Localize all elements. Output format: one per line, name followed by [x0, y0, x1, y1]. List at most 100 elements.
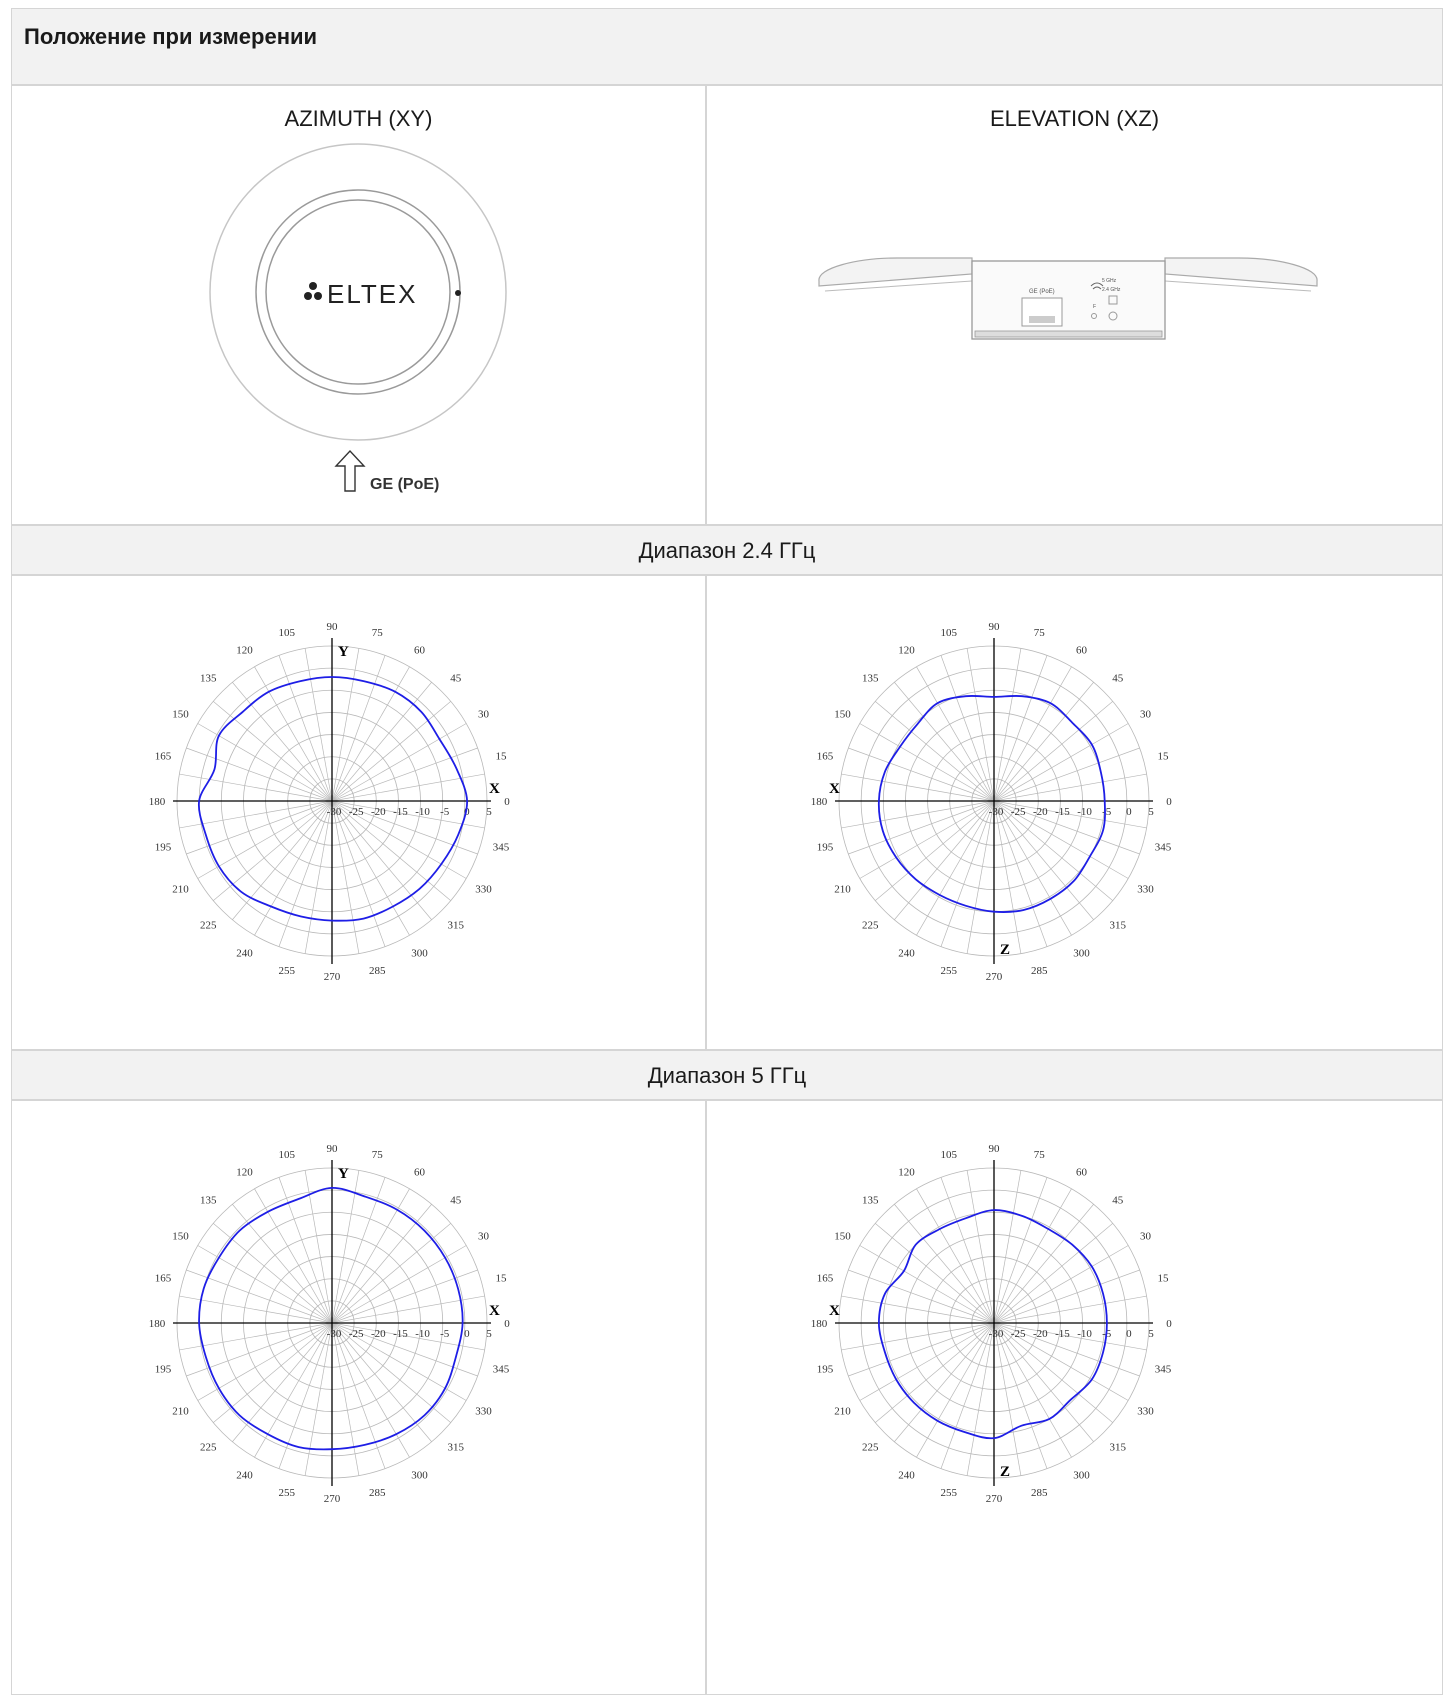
- grid-spoke: [179, 1295, 333, 1324]
- axis-label-vertical: Z: [1000, 942, 1010, 958]
- grid-spoke: [875, 701, 995, 802]
- angle-tick-label: 300: [1073, 1470, 1090, 1482]
- grid-spoke: [993, 800, 1140, 855]
- angle-tick-label: 15: [496, 1273, 508, 1285]
- grid-spoke: [993, 1322, 1048, 1469]
- grid-spoke: [993, 723, 1129, 802]
- angle-tick-label: 285: [1031, 1487, 1048, 1499]
- angle-tick-label: 345: [1155, 841, 1172, 853]
- grid-spoke: [848, 1269, 995, 1324]
- led-label-f: F: [1093, 304, 1096, 310]
- side-port-label: GE (PoE): [1029, 289, 1055, 295]
- angle-tick-label: 105: [940, 627, 957, 639]
- grid-spoke: [197, 1322, 333, 1401]
- pattern-curve: [877, 1209, 1108, 1440]
- angle-tick-label: 210: [834, 884, 851, 896]
- band-24-azimuth-cell: -30 -25 -20 -15 -10 -5 0 5 0 15 30 45 60 75 90 105 120 13…: [11, 575, 706, 1050]
- angle-tick-label: 270: [324, 971, 341, 983]
- angle-tick-label: 60: [1076, 1166, 1088, 1178]
- band-24-header: Диапазон 2.4 ГГц: [11, 525, 1443, 575]
- angle-tick-label: 225: [862, 1442, 879, 1454]
- angle-tick-label: 135: [200, 1194, 217, 1206]
- radial-tick-label: -15: [393, 1328, 408, 1340]
- pattern-table: Положение при измерении AZIMUTH (XY) ELT…: [11, 8, 1443, 1695]
- grid-spoke: [940, 1177, 995, 1324]
- grid-spoke: [331, 800, 485, 829]
- grid-spoke: [993, 1269, 1140, 1324]
- angle-tick-label: 45: [1112, 672, 1124, 684]
- angle-tick-label: 195: [155, 1363, 172, 1375]
- radial-tick-label: -25: [1011, 1328, 1026, 1340]
- radial-tick-label: -5: [440, 1328, 450, 1340]
- device-side-view: GE (PoE) 5 GHz 2.4 GHz F: [818, 257, 1318, 340]
- angle-tick-label: 210: [834, 1406, 851, 1418]
- grid-spoke: [993, 1322, 1022, 1476]
- grid-spoke: [304, 1170, 333, 1324]
- angle-tick-label: 60: [414, 644, 426, 656]
- radial-tick-label: 5: [1148, 806, 1154, 818]
- angle-tick-label: 195: [817, 1363, 834, 1375]
- axis-label-x: X: [489, 1303, 500, 1319]
- grid-spoke: [186, 747, 333, 802]
- angle-tick-label: 75: [1034, 627, 1046, 639]
- grid-spoke: [940, 800, 995, 947]
- angle-tick-label: 300: [411, 1470, 428, 1482]
- angle-tick-label: 0: [1166, 1318, 1172, 1330]
- angle-tick-label: 240: [236, 948, 253, 960]
- band-5-azimuth-cell: -30 -25 -20 -15 -10 -5 0 5 0 15 30 45 60 75 90 105 120 13…: [11, 1100, 706, 1695]
- angle-tick-label: 45: [450, 1194, 462, 1206]
- grid-spoke: [254, 800, 333, 936]
- angle-tick-label: 45: [450, 672, 462, 684]
- grid-spoke: [331, 800, 410, 936]
- grid-spoke: [993, 1322, 1072, 1458]
- angle-tick-label: 15: [1158, 1273, 1170, 1285]
- angle-tick-label: 240: [898, 1470, 915, 1482]
- band-24-row: -30 -25 -20 -15 -10 -5 0 5 0 15 30 45 60 75 90 105 120 13…: [11, 575, 1443, 1050]
- angle-tick-label: 240: [898, 948, 915, 960]
- angle-tick-label: 135: [862, 672, 879, 684]
- polar-chart-5-elevation: -30 -25 -20 -15 -10 -5 0 5015304560759010512013…: [811, 1143, 1173, 1505]
- grid-spoke: [331, 1170, 360, 1324]
- angle-tick-label: 180: [811, 1318, 828, 1330]
- angle-tick-label: 180: [811, 796, 828, 808]
- grid-spoke: [916, 666, 995, 802]
- grid-spoke: [841, 1322, 995, 1351]
- angle-tick-label: 150: [172, 1231, 189, 1243]
- angle-tick-label: 180: [149, 796, 166, 808]
- elevation-position-cell: ELEVATION (XZ) GE (PoE) 5 GHz 2.4 GHz F: [706, 85, 1443, 525]
- grid-spoke: [859, 723, 995, 802]
- angle-tick-label: 165: [817, 751, 834, 763]
- grid-spoke: [197, 1245, 333, 1324]
- grid-spoke: [331, 1177, 386, 1324]
- grid-spoke: [213, 1322, 333, 1423]
- grid-spoke: [993, 701, 1113, 802]
- radial-tick-label: -20: [1033, 1328, 1048, 1340]
- position-row: AZIMUTH (XY) ELTEX GE (PoE) ELEVATION: [11, 85, 1443, 525]
- grid-spoke: [993, 648, 1022, 802]
- grid-spoke: [331, 1204, 432, 1324]
- grid-spoke: [304, 800, 333, 954]
- polar-chart-5-azimuth: -30 -25 -20 -15 -10 -5 0 5015304560759010512013…: [149, 1143, 511, 1505]
- grid-spoke: [993, 1177, 1048, 1324]
- grid-spoke: [848, 800, 995, 855]
- angle-tick-label: 165: [817, 1273, 834, 1285]
- grid-spoke: [894, 1322, 995, 1442]
- grid-spoke: [331, 682, 432, 802]
- radial-tick-label: -10: [1077, 1328, 1092, 1340]
- grid-spoke: [331, 1322, 451, 1423]
- grid-spoke: [278, 800, 333, 947]
- grid-spoke: [278, 1177, 333, 1324]
- logo-text: ELTEX: [327, 279, 417, 309]
- grid-spoke: [179, 773, 333, 802]
- axis-label-vertical: Z: [1000, 1464, 1010, 1480]
- grid-spoke: [993, 800, 1048, 947]
- grid-spoke: [186, 800, 333, 855]
- angle-tick-label: 90: [989, 1143, 1001, 1155]
- radial-tick-label: -30: [327, 806, 342, 818]
- band-5-elevation-cell: -30 -25 -20 -15 -10 -5 0 5 0 15 30 45 60 75 90 105 120 13…: [706, 1100, 1443, 1695]
- angle-tick-label: 210: [172, 884, 189, 896]
- angle-tick-label: 120: [898, 1166, 915, 1178]
- angle-tick-label: 90: [327, 621, 339, 633]
- grid-spoke: [197, 723, 333, 802]
- grid-spoke: [304, 1322, 333, 1476]
